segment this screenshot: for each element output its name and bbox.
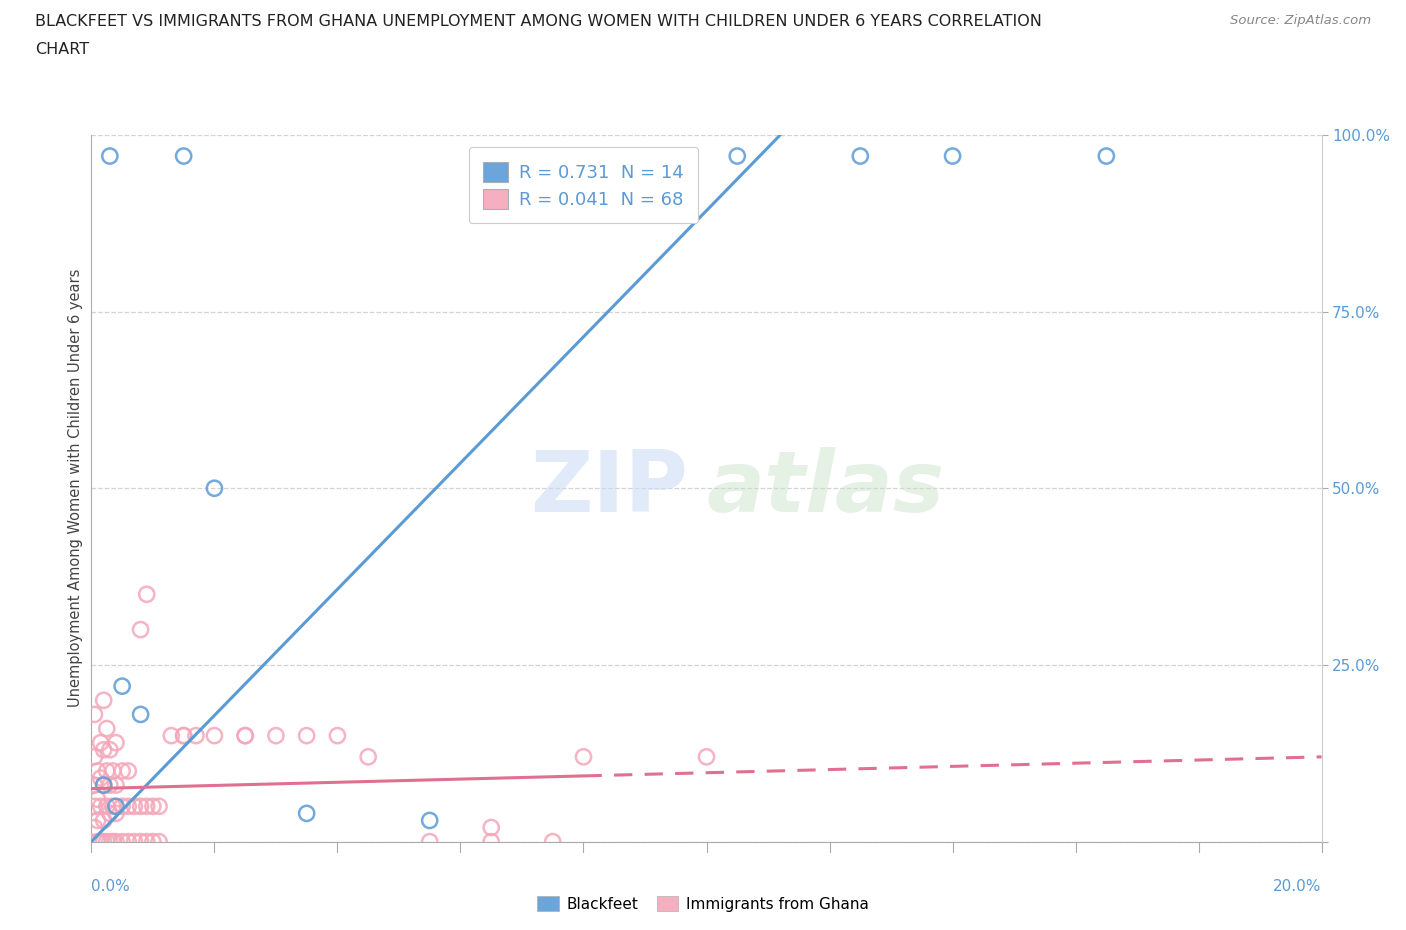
Point xyxy=(233,728,256,743)
Point xyxy=(148,834,170,849)
Point xyxy=(83,820,105,835)
Point xyxy=(173,149,195,164)
Point xyxy=(295,806,318,821)
Point xyxy=(695,750,717,764)
Point xyxy=(142,799,165,814)
Point xyxy=(93,813,115,828)
Point xyxy=(98,742,121,757)
Point xyxy=(173,728,195,743)
Point xyxy=(160,728,183,743)
Point xyxy=(83,799,105,814)
Point xyxy=(98,806,121,821)
Point xyxy=(93,777,115,792)
Point xyxy=(98,777,121,792)
Point xyxy=(111,679,134,694)
Text: 0.0%: 0.0% xyxy=(91,879,131,894)
Text: CHART: CHART xyxy=(35,42,89,57)
Point xyxy=(93,693,115,708)
Point xyxy=(419,813,441,828)
Point xyxy=(86,813,108,828)
Point xyxy=(93,742,115,757)
Point xyxy=(105,799,127,814)
Point xyxy=(202,481,225,496)
Point xyxy=(124,834,146,849)
Point xyxy=(142,834,165,849)
Point xyxy=(90,736,112,751)
Point xyxy=(101,799,124,814)
Point xyxy=(295,728,318,743)
Point xyxy=(93,777,115,792)
Point xyxy=(86,764,108,778)
Point xyxy=(90,834,112,849)
Text: Source: ZipAtlas.com: Source: ZipAtlas.com xyxy=(1230,14,1371,27)
Point xyxy=(173,728,195,743)
Point xyxy=(124,799,146,814)
Point xyxy=(86,834,108,849)
Point xyxy=(148,799,170,814)
Point xyxy=(541,149,564,164)
Point xyxy=(96,764,118,778)
Point xyxy=(129,622,152,637)
Point xyxy=(111,799,134,814)
Point xyxy=(479,820,502,835)
Point xyxy=(129,834,152,849)
Point xyxy=(1095,149,1118,164)
Point xyxy=(105,777,127,792)
Point xyxy=(135,834,157,849)
Point xyxy=(105,834,127,849)
Point xyxy=(101,764,124,778)
Text: atlas: atlas xyxy=(706,446,945,530)
Point xyxy=(572,750,595,764)
Point xyxy=(105,806,127,821)
Point xyxy=(129,707,152,722)
Point xyxy=(93,834,115,849)
Point xyxy=(98,834,121,849)
Point xyxy=(357,750,380,764)
Point xyxy=(117,834,139,849)
Y-axis label: Unemployment Among Women with Children Under 6 years: Unemployment Among Women with Children U… xyxy=(67,269,83,708)
Point xyxy=(105,736,127,751)
Point xyxy=(135,587,157,602)
Point xyxy=(96,799,118,814)
Point xyxy=(541,834,564,849)
Point xyxy=(96,834,118,849)
Point xyxy=(111,764,134,778)
Legend: Blackfeet, Immigrants from Ghana: Blackfeet, Immigrants from Ghana xyxy=(531,889,875,918)
Point xyxy=(101,834,124,849)
Point xyxy=(849,149,872,164)
Point xyxy=(419,834,441,849)
Point xyxy=(90,771,112,786)
Point xyxy=(129,799,152,814)
Point xyxy=(233,728,256,743)
Legend: R = 0.731  N = 14, R = 0.041  N = 68: R = 0.731 N = 14, R = 0.041 N = 68 xyxy=(468,148,699,223)
Point xyxy=(326,728,349,743)
Point xyxy=(479,834,502,849)
Point xyxy=(725,149,748,164)
Point xyxy=(83,707,105,722)
Point xyxy=(202,728,225,743)
Point xyxy=(117,799,139,814)
Point xyxy=(96,721,118,736)
Text: ZIP: ZIP xyxy=(530,446,688,530)
Point xyxy=(264,728,287,743)
Text: 20.0%: 20.0% xyxy=(1274,879,1322,894)
Point xyxy=(184,728,207,743)
Text: BLACKFEET VS IMMIGRANTS FROM GHANA UNEMPLOYMENT AMONG WOMEN WITH CHILDREN UNDER : BLACKFEET VS IMMIGRANTS FROM GHANA UNEMP… xyxy=(35,14,1042,29)
Point xyxy=(90,799,112,814)
Point xyxy=(86,791,108,806)
Point xyxy=(941,149,963,164)
Point xyxy=(83,750,105,764)
Point xyxy=(117,764,139,778)
Point xyxy=(83,777,105,792)
Point xyxy=(135,799,157,814)
Point xyxy=(111,834,134,849)
Point xyxy=(98,149,121,164)
